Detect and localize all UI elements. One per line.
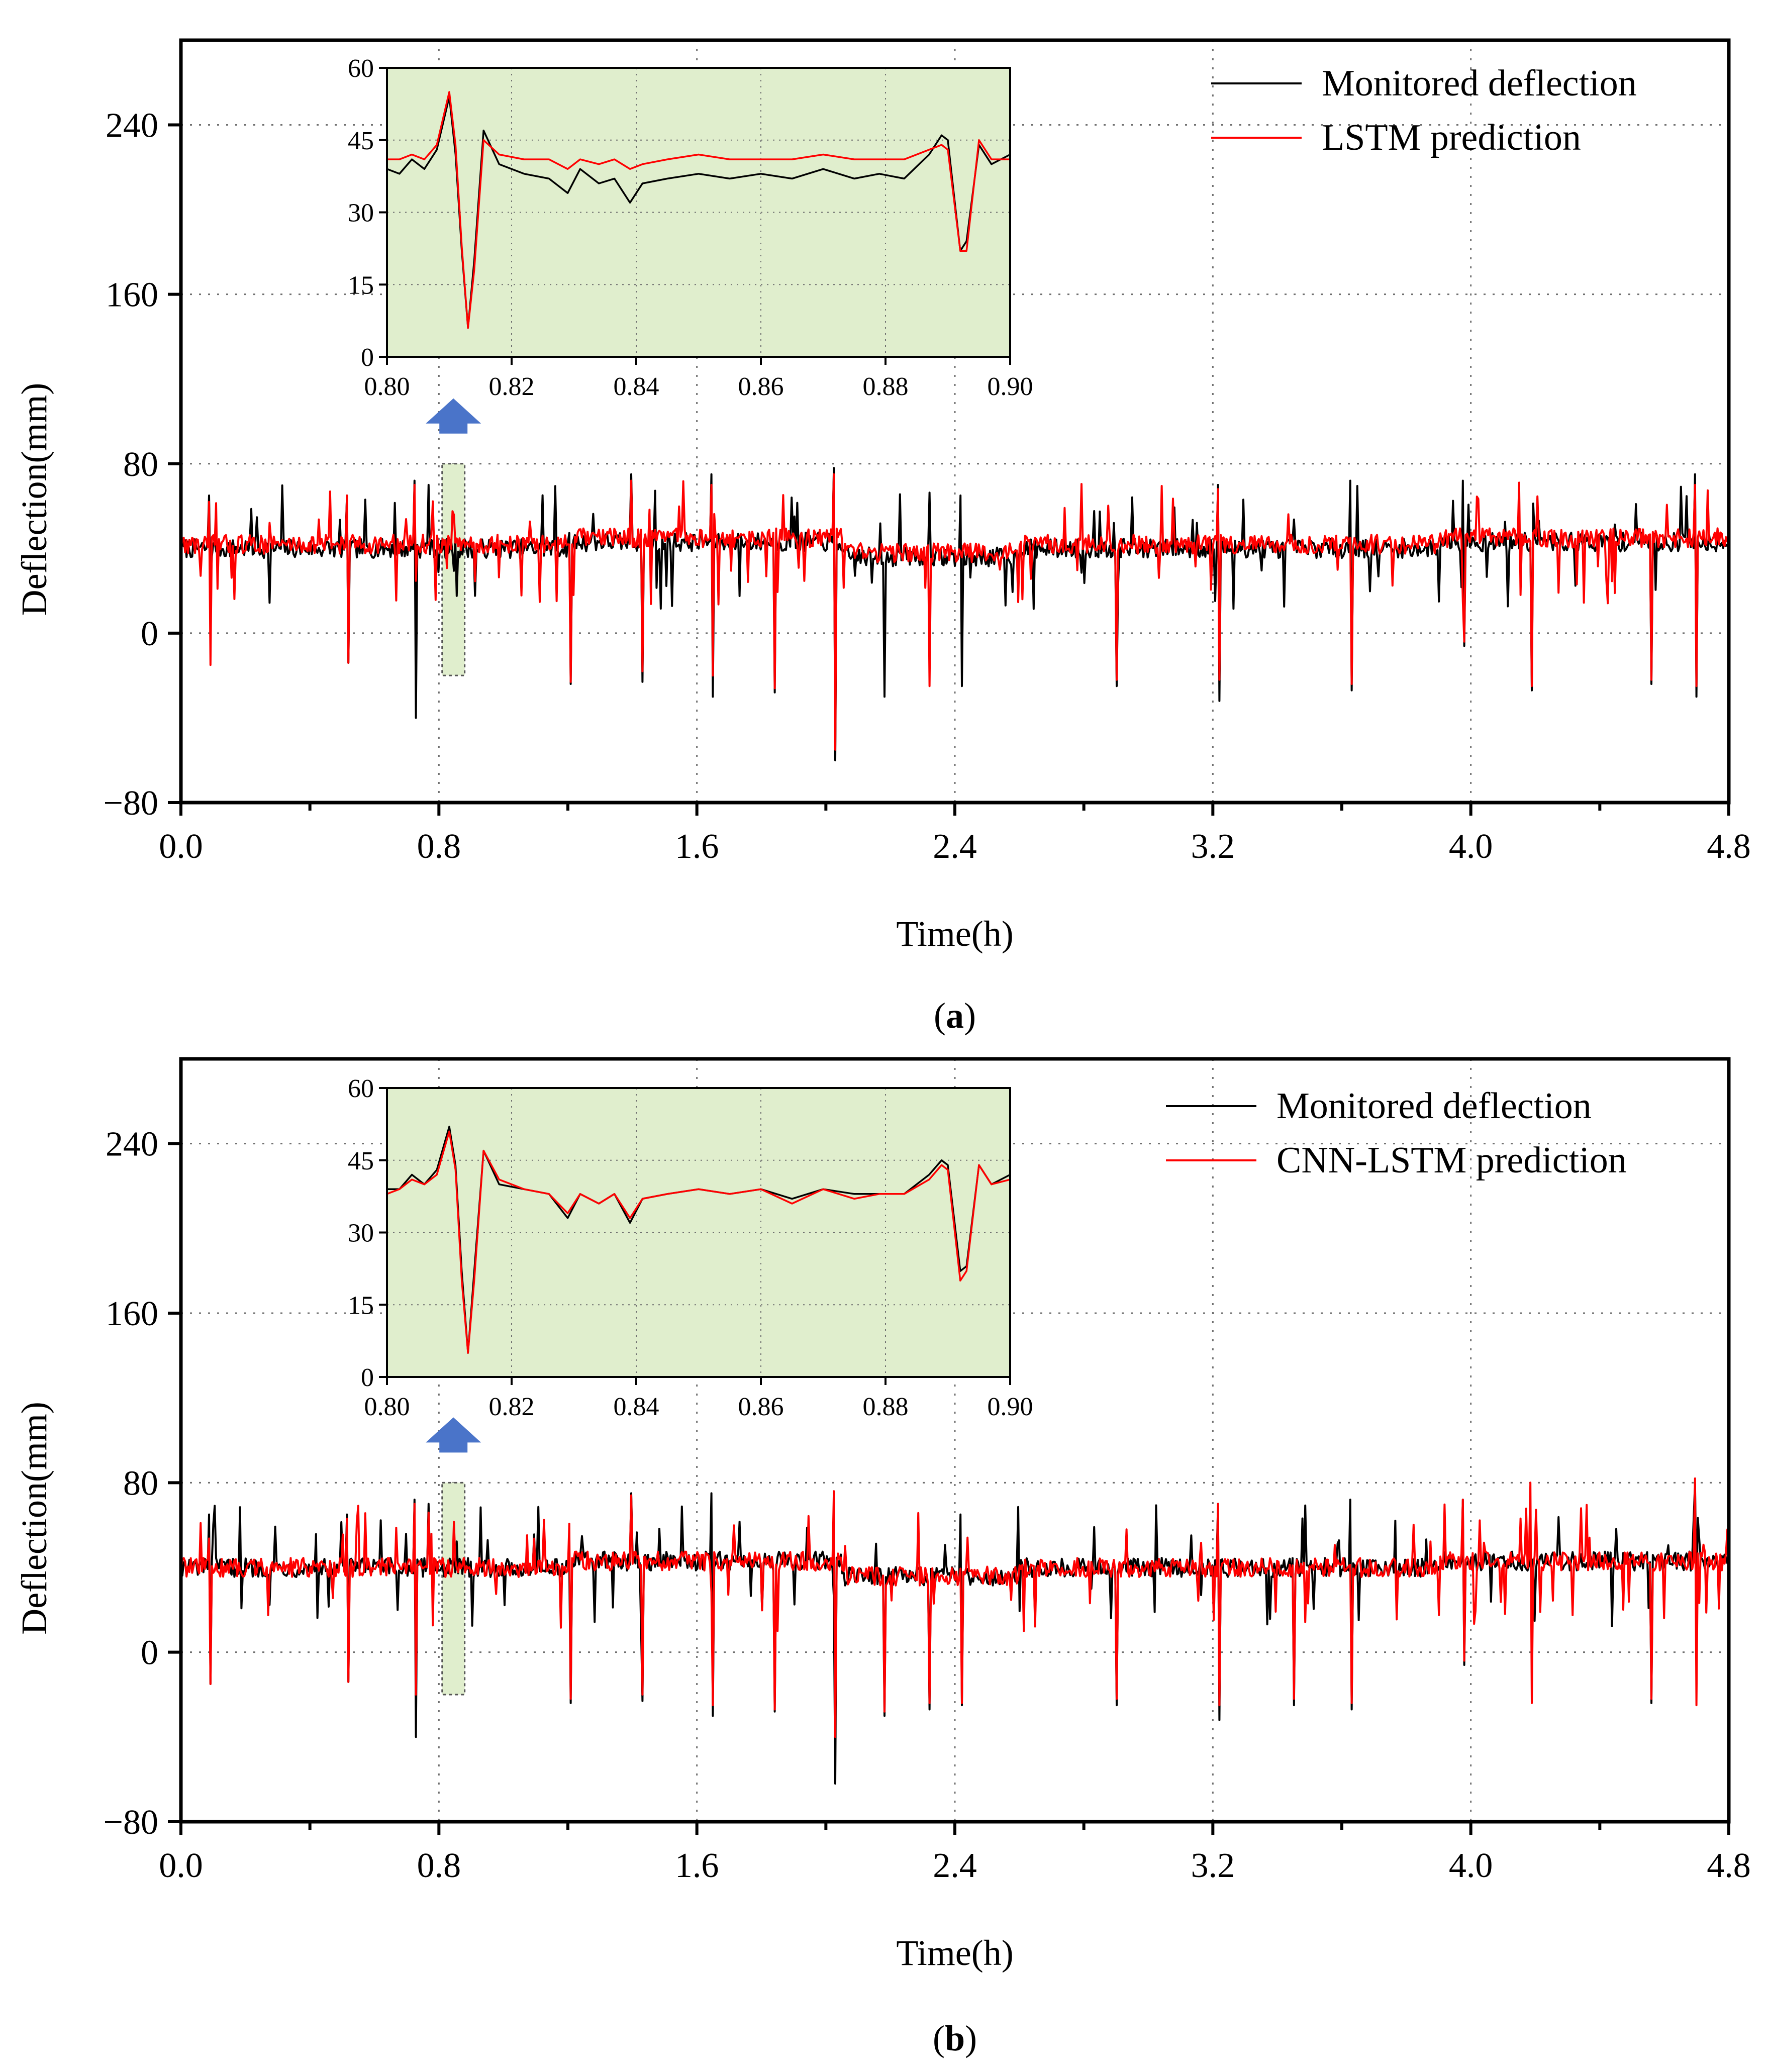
inset-series-layer bbox=[386, 91, 1011, 329]
legend: Monitored deflection CNN-LSTM prediction bbox=[1166, 1086, 1627, 1181]
x-tick-label: 4.0 bbox=[1449, 827, 1493, 866]
inset-y-tick-label: 15 bbox=[348, 271, 374, 300]
y-tick-labels: −80 0 80 160 240 bbox=[104, 107, 158, 823]
x-tick-label: 4.8 bbox=[1707, 1846, 1751, 1885]
series-line-monitored bbox=[180, 467, 1730, 761]
x-tick-label: 1.6 bbox=[675, 827, 719, 866]
y-tick-label: 80 bbox=[123, 445, 158, 484]
x-tick-label: 3.2 bbox=[1191, 827, 1235, 866]
inset-x-tick-label: 0.82 bbox=[489, 1393, 535, 1421]
x-tick-labels: 0.0 0.8 1.6 2.4 3.2 4.0 4.8 bbox=[159, 1846, 1751, 1885]
y-tick-label: 160 bbox=[106, 276, 158, 315]
inset-zoom-chart: 0 15 30 45 60 0.80 0.82 0.84 0.86 0.88 0… bbox=[348, 1074, 1033, 1421]
legend-label-monitored: Monitored deflection bbox=[1276, 1086, 1592, 1127]
inset-x-tick-labels: 0.80 0.82 0.84 0.86 0.88 0.90 bbox=[364, 1393, 1033, 1421]
y-tick-label: 0 bbox=[141, 615, 158, 653]
x-axis-title: Time(h) bbox=[896, 1933, 1013, 1973]
panel-b: −80 0 80 160 240 0.0 0.8 1.6 2.4 3.2 4.0… bbox=[14, 1057, 1751, 2058]
series-layer bbox=[180, 1477, 1730, 1785]
y-tick-label: 240 bbox=[106, 1125, 158, 1164]
caption-open-paren: ( bbox=[934, 996, 946, 1036]
zoom-arrow-icon bbox=[426, 1417, 481, 1453]
inset-series-line-prediction bbox=[386, 1130, 1011, 1354]
legend-label-prediction: CNN-LSTM prediction bbox=[1276, 1140, 1627, 1181]
series-line-prediction bbox=[180, 473, 1730, 751]
inset-y-tick-label: 30 bbox=[348, 1219, 374, 1248]
highlight-band bbox=[441, 1482, 466, 1696]
x-tick-label: 0.8 bbox=[417, 827, 461, 866]
inset-tick-marks bbox=[379, 67, 1011, 365]
inset-x-tick-label: 0.88 bbox=[863, 372, 909, 401]
inset-x-tick-label: 0.82 bbox=[489, 372, 535, 401]
caption-close-paren: ) bbox=[965, 2018, 977, 2058]
y-tick-label: 160 bbox=[106, 1295, 158, 1333]
caption-letter: a bbox=[946, 996, 964, 1036]
panel-a: −80 0 80 160 240 0.0 0.8 1.6 2.4 3.2 4.0… bbox=[14, 38, 1751, 1036]
x-tick-label: 4.8 bbox=[1707, 827, 1751, 866]
inset-x-tick-label: 0.84 bbox=[614, 372, 659, 401]
y-axis-title: Deflection(mm) bbox=[14, 1402, 54, 1635]
panel-caption: (b) bbox=[933, 2018, 977, 2058]
y-tick-label: 0 bbox=[141, 1634, 158, 1672]
inset-y-tick-label: 30 bbox=[348, 199, 374, 228]
x-tick-label: 0.0 bbox=[159, 827, 203, 866]
x-tick-label: 4.0 bbox=[1449, 1846, 1493, 1885]
inset-x-tick-label: 0.84 bbox=[614, 1393, 659, 1421]
inset-y-tick-label: 0 bbox=[361, 1363, 374, 1392]
caption-letter: b bbox=[945, 2018, 965, 2058]
inset-zoom-chart: 0 15 30 45 60 0.80 0.82 0.84 0.86 0.88 0… bbox=[348, 54, 1033, 401]
legend-label-prediction: LSTM prediction bbox=[1322, 117, 1581, 158]
y-tick-label: −80 bbox=[104, 784, 158, 823]
zoom-arrow-icon bbox=[426, 398, 481, 434]
inset-background bbox=[387, 68, 1010, 357]
inset-y-tick-label: 45 bbox=[348, 127, 374, 155]
series-line-prediction bbox=[180, 1477, 1730, 1738]
x-tick-label: 0.8 bbox=[417, 1846, 461, 1885]
series-layer bbox=[180, 467, 1730, 761]
x-tick-label: 3.2 bbox=[1191, 1846, 1235, 1885]
inset-series-line-prediction bbox=[387, 91, 1010, 329]
y-tick-labels: −80 0 80 160 240 bbox=[104, 1125, 158, 1842]
inset-x-tick-labels: 0.80 0.82 0.84 0.86 0.88 0.90 bbox=[364, 372, 1033, 401]
tick-marks bbox=[168, 1142, 1730, 1835]
x-tick-label: 2.4 bbox=[933, 1846, 977, 1885]
inset-series-layer bbox=[386, 1125, 1011, 1354]
caption-close-paren: ) bbox=[964, 996, 976, 1036]
inset-x-tick-label: 0.86 bbox=[738, 1393, 784, 1421]
x-axis-title: Time(h) bbox=[896, 914, 1013, 954]
inset-y-tick-labels: 0 15 30 45 60 bbox=[348, 54, 374, 372]
inset-tick-marks bbox=[379, 1087, 1011, 1385]
inset-y-tick-label: 60 bbox=[348, 1074, 374, 1103]
x-tick-label: 2.4 bbox=[933, 827, 977, 866]
inset-y-tick-label: 15 bbox=[348, 1291, 374, 1320]
inset-x-tick-label: 0.80 bbox=[364, 1393, 410, 1421]
caption-open-paren: ( bbox=[933, 2018, 945, 2058]
inset-x-tick-label: 0.88 bbox=[863, 1393, 909, 1421]
inset-grid-lines bbox=[387, 68, 1010, 357]
series-line-monitored bbox=[180, 1482, 1729, 1785]
legend: Monitored deflection LSTM prediction bbox=[1211, 63, 1637, 158]
inset-grid-lines bbox=[387, 1088, 1010, 1377]
inset-x-tick-label: 0.90 bbox=[988, 372, 1033, 401]
inset-x-tick-label: 0.80 bbox=[364, 372, 410, 401]
inset-y-tick-label: 60 bbox=[348, 54, 374, 83]
inset-x-tick-label: 0.86 bbox=[738, 372, 784, 401]
y-axis-title: Deflection(mm) bbox=[14, 383, 54, 616]
inset-y-tick-labels: 0 15 30 45 60 bbox=[348, 1074, 374, 1392]
y-tick-label: −80 bbox=[104, 1803, 158, 1842]
x-tick-labels: 0.0 0.8 1.6 2.4 3.2 4.0 4.8 bbox=[159, 827, 1751, 866]
y-tick-label: 240 bbox=[106, 107, 158, 145]
legend-label-monitored: Monitored deflection bbox=[1322, 63, 1637, 104]
x-tick-label: 1.6 bbox=[675, 1846, 719, 1885]
inset-background bbox=[387, 1088, 1010, 1377]
inset-y-tick-label: 0 bbox=[361, 343, 374, 372]
tick-marks bbox=[168, 123, 1730, 816]
y-tick-label: 80 bbox=[123, 1464, 158, 1503]
inset-y-tick-label: 45 bbox=[348, 1147, 374, 1175]
inset-x-tick-label: 0.90 bbox=[988, 1393, 1033, 1421]
x-tick-label: 0.0 bbox=[159, 1846, 203, 1885]
panel-caption: (a) bbox=[934, 996, 976, 1036]
